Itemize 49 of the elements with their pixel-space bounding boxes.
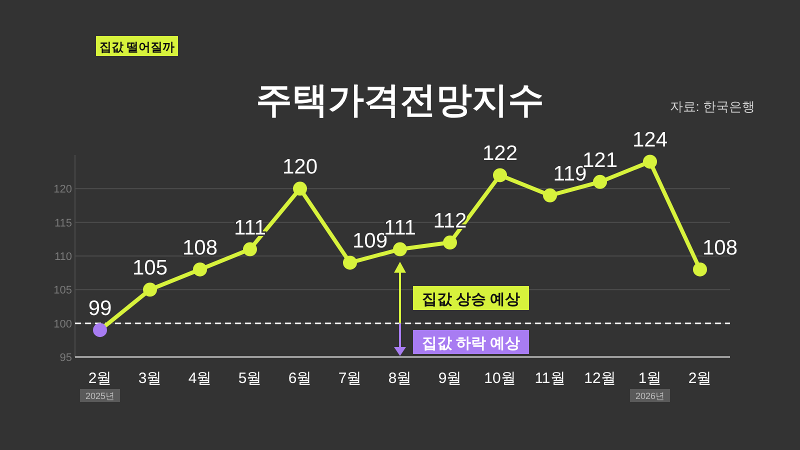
chart-subtitle: 집값 떨어질까 [99, 40, 175, 54]
y-tick-label: 100 [54, 318, 72, 330]
point [93, 323, 107, 338]
data-label: 112 [433, 210, 467, 233]
point [693, 262, 707, 276]
point [593, 174, 607, 189]
data-label: 105 [132, 256, 168, 280]
x-tick-label: 1월 [638, 370, 662, 387]
chart-title: 주택가격전망지수 [256, 79, 544, 120]
y-tick-label: 120 [54, 184, 72, 196]
point [643, 154, 657, 169]
x-tick-label: 2월 [88, 370, 112, 387]
x-tick-label: 10월 [484, 370, 516, 387]
data-label: 108 [702, 236, 738, 260]
y-tick-label: 95 [60, 352, 72, 364]
x-tick-label: 4월 [188, 370, 212, 387]
y-tick-label: 115 [54, 217, 72, 230]
data-label: 124 [632, 128, 668, 152]
x-tick-label: 12월 [584, 370, 616, 387]
data-label: 111 [234, 216, 266, 240]
x-tick-label: 5월 [238, 370, 262, 387]
y-tick-label: 110 [54, 251, 72, 263]
x-tick-label: 3월 [138, 370, 162, 387]
annotation: 집값 하락 예상 [422, 335, 520, 352]
annotation: 집값 상승 예상 [422, 291, 520, 308]
point [393, 242, 407, 256]
x-tick-label: 6월 [288, 370, 312, 387]
x-tick-label: 2월 [688, 370, 712, 387]
text: 2026년 [635, 391, 665, 401]
point [143, 282, 157, 297]
data-label: 122 [482, 142, 518, 166]
data-label: 109 [352, 230, 388, 253]
point [543, 188, 557, 202]
data-label: 108 [182, 236, 218, 260]
point [293, 182, 307, 196]
x-tick-label: 11월 [534, 370, 566, 387]
point [343, 256, 357, 270]
point [243, 242, 257, 256]
x-tick-label: 7월 [338, 370, 362, 387]
text: 2025년 [85, 391, 115, 401]
y-tick-label: 105 [54, 284, 72, 297]
point [193, 262, 207, 276]
x-tick-label: 8월 [388, 370, 412, 387]
data-label: 120 [282, 156, 318, 179]
x-tick-label: 9월 [438, 370, 462, 387]
text: 자료: 한국은행 [670, 99, 755, 114]
point [443, 236, 457, 250]
data-label: 99 [88, 297, 112, 320]
point [493, 168, 507, 182]
